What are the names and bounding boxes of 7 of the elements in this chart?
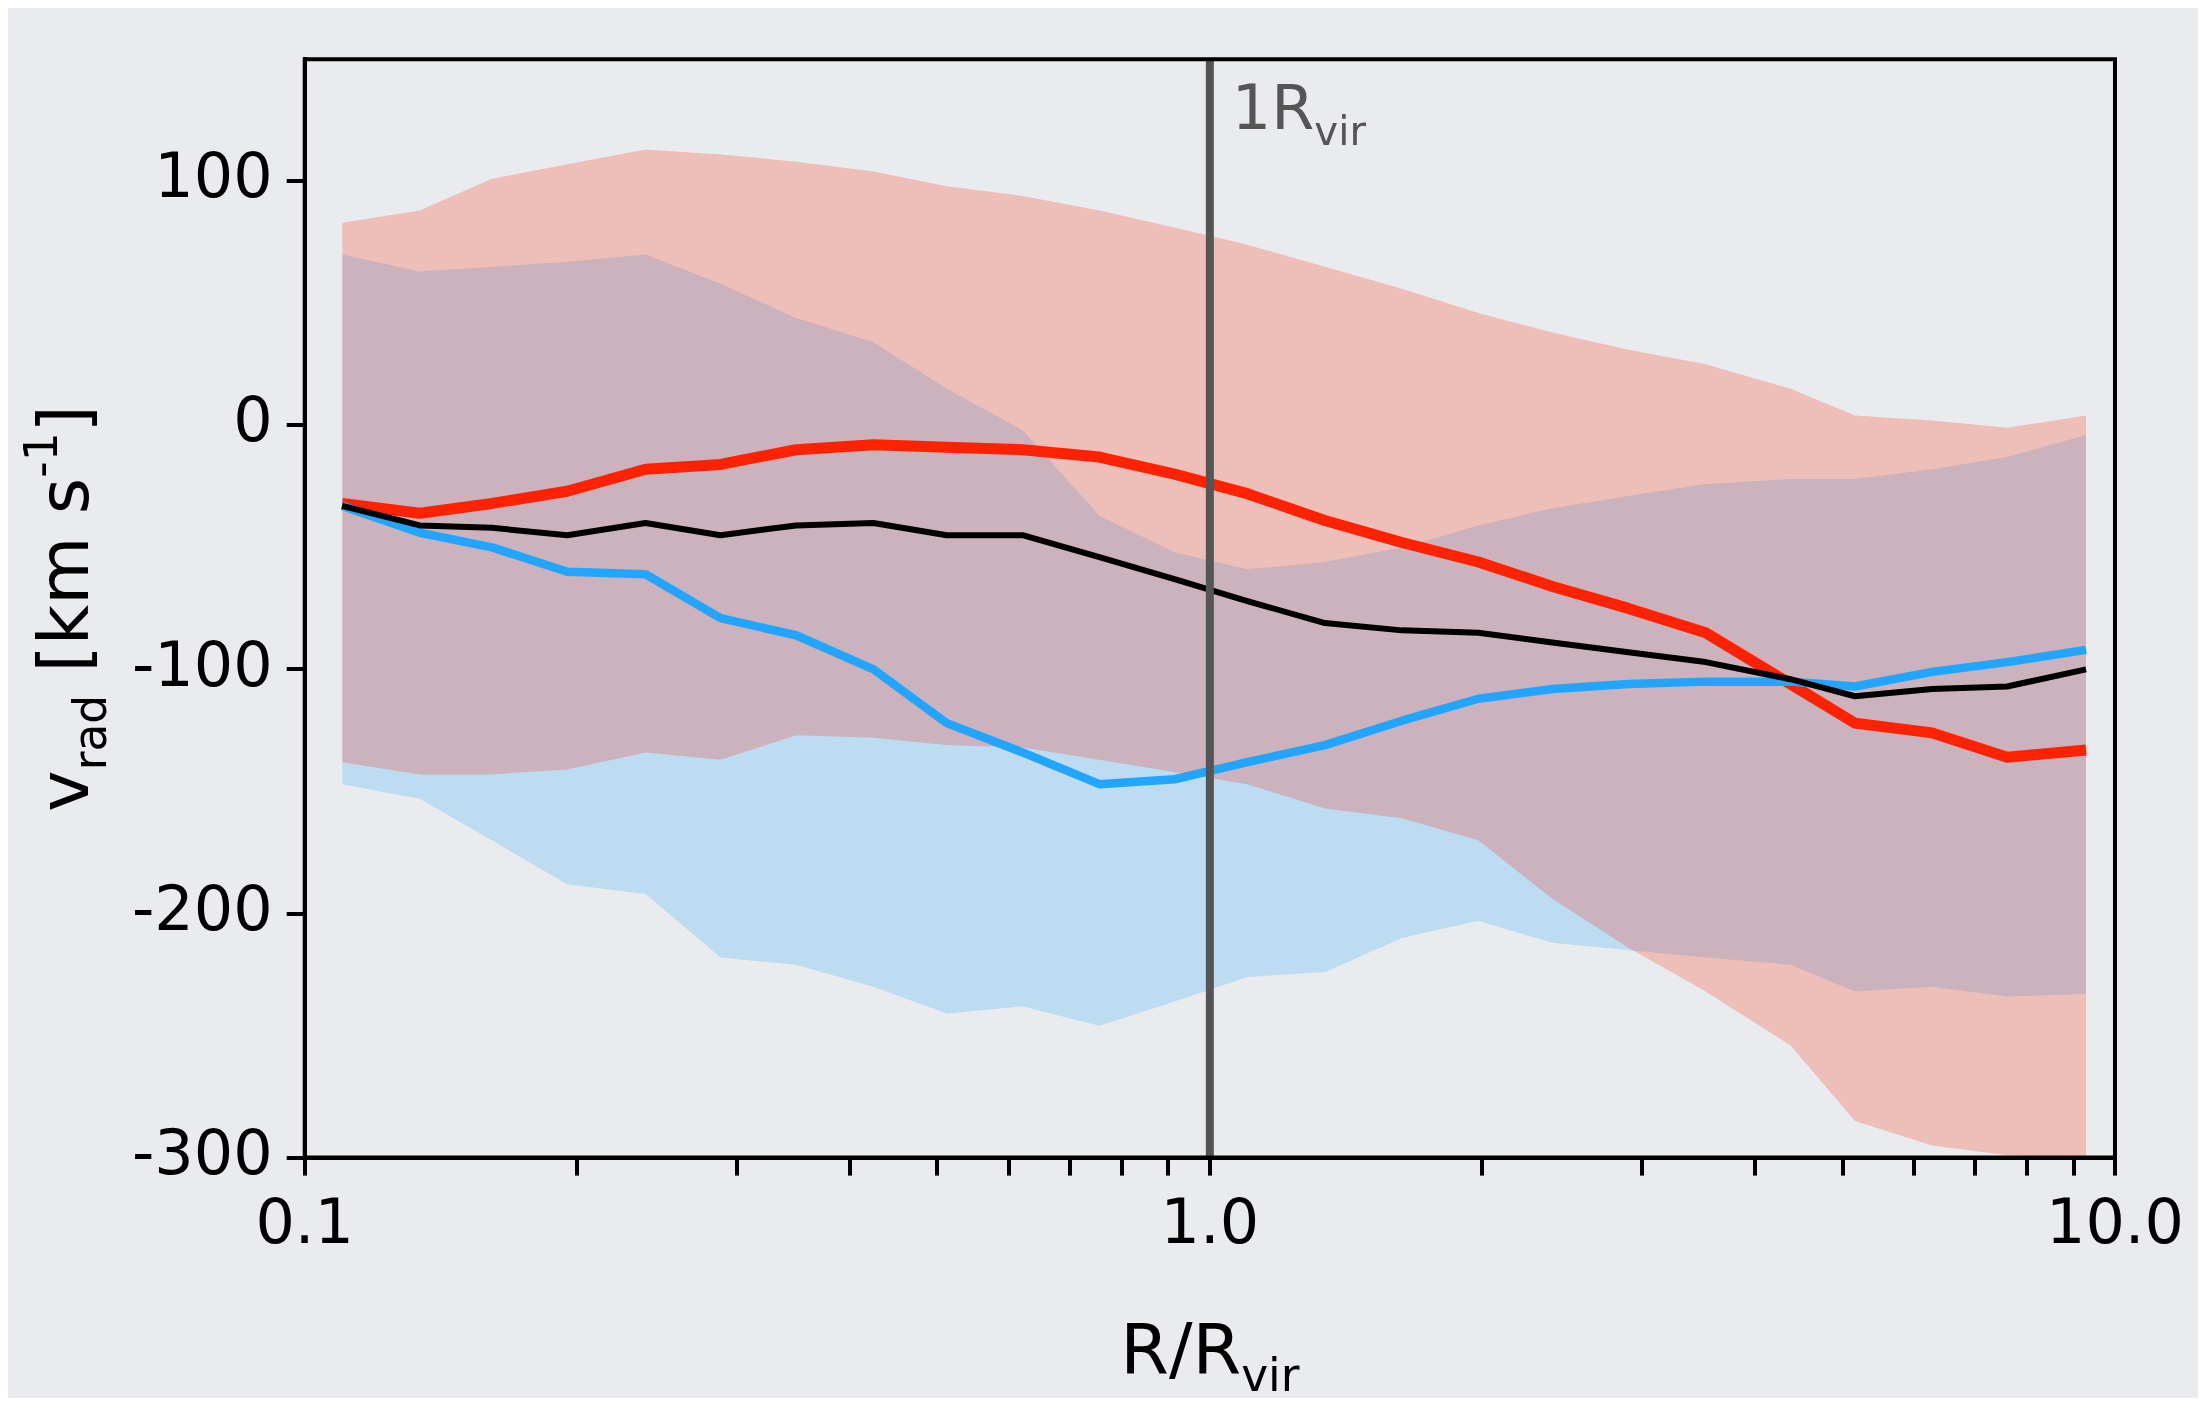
y-tick-label: 100	[154, 139, 273, 213]
y-tick-label: 0	[233, 383, 273, 457]
x-tick-label: 1.0	[1160, 1184, 1260, 1258]
y-axis-title: vrad [km s-1]	[14, 405, 117, 812]
y-tick-label: -100	[131, 627, 273, 701]
x-tick-label: 10.0	[2045, 1184, 2184, 1258]
y-tick-label: -200	[131, 871, 273, 945]
